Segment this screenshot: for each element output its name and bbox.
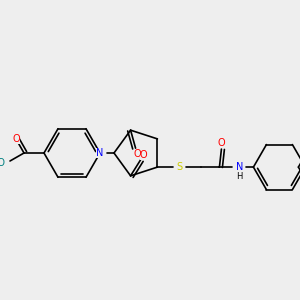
Text: N: N <box>236 162 243 172</box>
Text: S: S <box>176 162 182 172</box>
Text: O: O <box>140 150 147 160</box>
Text: H: H <box>236 172 243 181</box>
Text: O: O <box>134 149 141 159</box>
Text: O: O <box>12 134 20 144</box>
Text: N: N <box>96 148 104 158</box>
Text: O: O <box>218 138 225 148</box>
Text: HO: HO <box>0 158 5 168</box>
